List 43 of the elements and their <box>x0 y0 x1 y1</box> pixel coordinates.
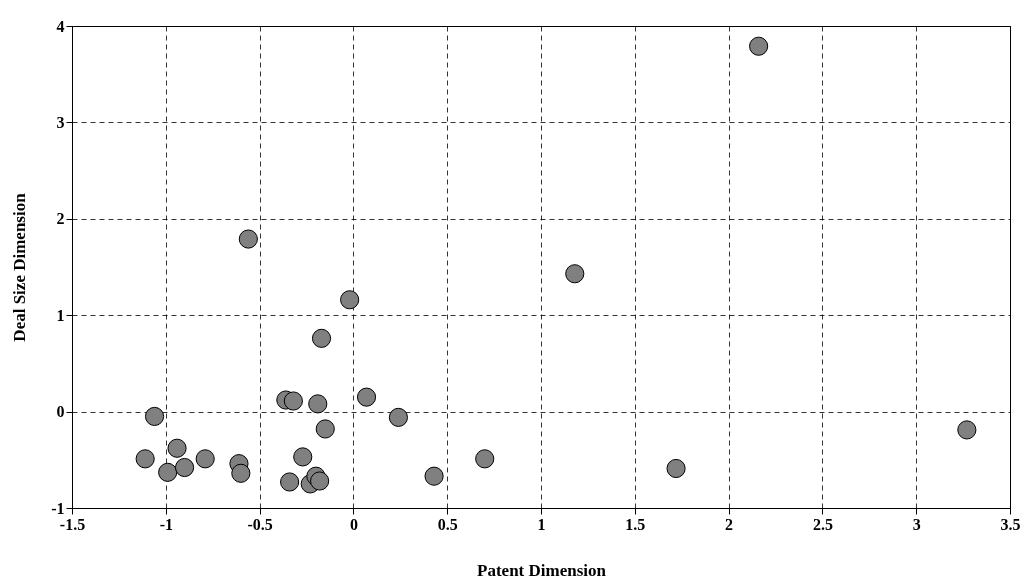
x-tick-label: 2.5 <box>812 515 833 533</box>
point <box>666 458 686 479</box>
point <box>311 328 332 348</box>
point <box>308 394 328 414</box>
point <box>565 264 585 284</box>
point <box>158 462 178 482</box>
point <box>283 391 303 411</box>
point <box>310 471 330 491</box>
y-tick-label: 2 <box>56 210 65 228</box>
x-tick-label: -1.5 <box>59 515 86 533</box>
x-tick-label: 1 <box>537 515 546 533</box>
x-tick-label: -0.5 <box>247 515 273 533</box>
point <box>280 472 300 492</box>
point <box>135 449 155 469</box>
point <box>957 420 977 440</box>
point <box>424 466 444 486</box>
point <box>167 438 187 458</box>
point <box>238 229 258 249</box>
x-tick-label: 0.5 <box>437 515 458 533</box>
y-tick-label: 3 <box>56 113 65 131</box>
x-tick-label: 1.5 <box>625 515 646 533</box>
x-tick-label: 0 <box>349 515 358 533</box>
x-axis-title: Patent Dimension <box>477 560 607 580</box>
x-tick-label: 2 <box>725 515 734 533</box>
point <box>315 419 335 439</box>
point <box>475 449 495 469</box>
point <box>144 406 165 426</box>
point <box>749 36 769 56</box>
y-tick-label: 4 <box>56 17 65 35</box>
y-axis-title: Deal Size Dimension <box>10 192 30 342</box>
point <box>356 387 377 407</box>
point <box>231 463 251 483</box>
point <box>174 457 195 478</box>
x-tick-label: 3 <box>912 515 921 533</box>
point <box>340 290 360 310</box>
y-tick-label: 0 <box>56 403 65 421</box>
y-tick-label: 1 <box>56 306 65 324</box>
y-tick-label: -1 <box>51 499 65 517</box>
point <box>293 447 313 467</box>
point <box>388 407 409 427</box>
point <box>195 449 215 469</box>
x-tick-label: 3.5 <box>1000 515 1021 533</box>
x-tick-label: -1 <box>159 515 173 533</box>
